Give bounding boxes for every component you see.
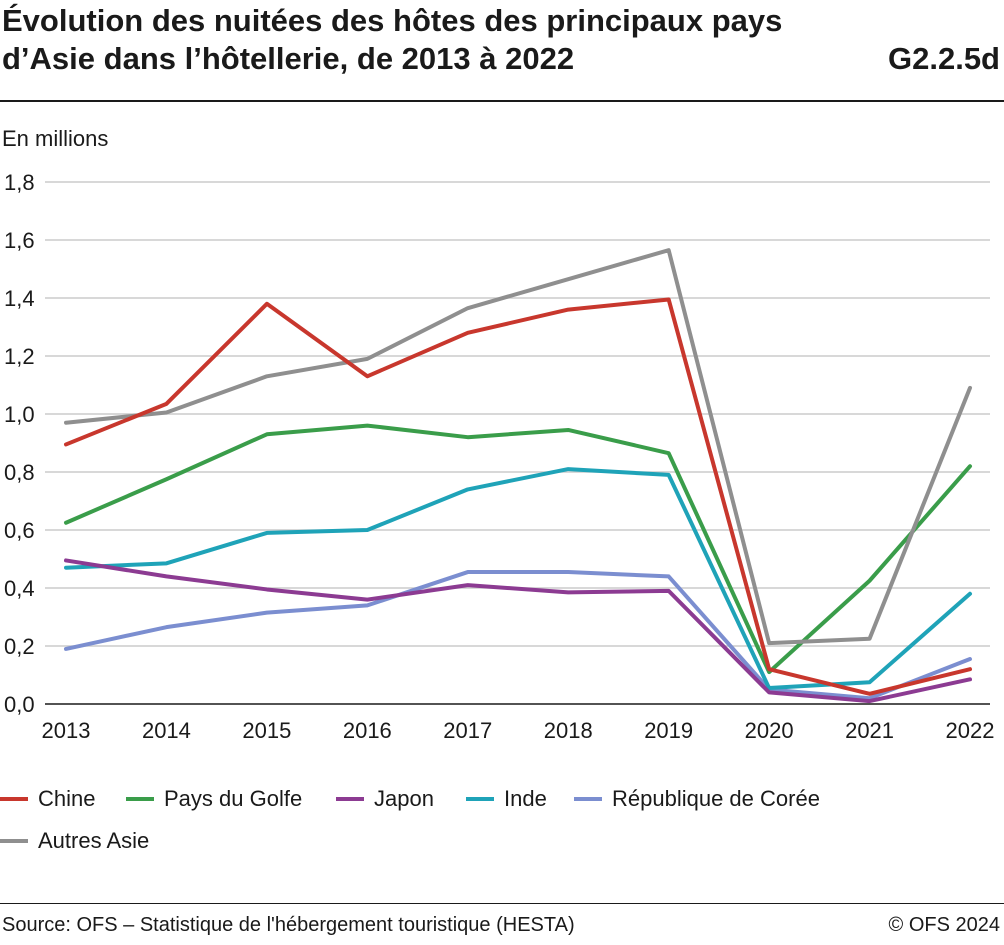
footer-divider [0, 903, 1004, 904]
source-note: Source: OFS – Statistique de l'hébergeme… [2, 914, 575, 936]
y-tick-label: 1,0 [4, 402, 35, 427]
y-tick-label: 0,2 [4, 634, 35, 659]
x-tick-label: 2013 [42, 718, 91, 743]
title-line-2: d’Asie dans l’hôtellerie, de 2013 à 2022 [2, 41, 575, 76]
legend-swatch [0, 839, 28, 843]
x-tick-label: 2021 [845, 718, 894, 743]
legend-label: Japon [374, 786, 434, 811]
legend-swatch [126, 797, 154, 801]
copyright: © OFS 2024 [888, 914, 1000, 936]
series-lines [64, 248, 972, 704]
y-axis-label: En millions [2, 126, 109, 151]
x-tick-label: 2018 [544, 718, 593, 743]
legend-label: Pays du Golfe [164, 786, 303, 811]
legend-label: République de Corée [612, 786, 820, 811]
legend-swatch [574, 797, 602, 801]
x-tick-label: 2019 [644, 718, 693, 743]
y-tick-labels: 0,0 0,2 0,4 0,6 0,8 1,0 1,2 1,4 1,6 1,8 [4, 170, 35, 717]
legend-label: Inde [504, 786, 547, 811]
legend-swatch [336, 797, 364, 801]
chart-title: Évolution des nuitées des hôtes des prin… [2, 2, 842, 78]
x-tick-label: 2020 [745, 718, 794, 743]
x-tick-label: 2015 [242, 718, 291, 743]
y-tick-label: 0,4 [4, 576, 35, 601]
y-tick-label: 0,0 [4, 692, 35, 717]
y-tick-label: 1,4 [4, 286, 35, 311]
legend-swatch [466, 797, 494, 801]
y-tick-label: 1,6 [4, 228, 35, 253]
legend-label: Autres Asie [38, 828, 150, 853]
y-tick-label: 0,8 [4, 460, 35, 485]
y-tick-label: 1,8 [4, 170, 35, 195]
legend-item: Pays du Golfe [126, 786, 302, 812]
chart-code: G2.2.5d [888, 41, 1000, 76]
y-tick-label: 0,6 [4, 518, 35, 543]
x-tick-label: 2014 [142, 718, 191, 743]
series-line-inde [64, 467, 972, 691]
legend-item: Chine [0, 786, 95, 812]
series-line-r-publique-de-cor-e [64, 570, 972, 701]
legend-item: République de Corée [574, 786, 820, 812]
x-tick-labels: 2013 2014 2015 2016 2017 2018 2019 2020 2021 2022 [42, 718, 995, 743]
header-divider [0, 100, 1004, 102]
x-tick-label: 2017 [443, 718, 492, 743]
legend-item: Japon [336, 786, 434, 812]
title-line-1: Évolution des nuitées des hôtes des prin… [2, 3, 783, 38]
series-line-chine [64, 297, 972, 696]
x-tick-label: 2022 [946, 718, 995, 743]
series-line-pays-du-golfe [64, 423, 972, 675]
legend-item: Autres Asie [0, 828, 149, 854]
x-tick-label: 2016 [343, 718, 392, 743]
legend-label: Chine [38, 786, 96, 811]
legend-item: Inde [466, 786, 547, 812]
legend-swatch [0, 797, 28, 801]
series-line-autres-asie [64, 248, 972, 646]
y-tick-label: 1,2 [4, 344, 35, 369]
grid-lines [45, 181, 990, 705]
series-line-japon [64, 558, 972, 704]
